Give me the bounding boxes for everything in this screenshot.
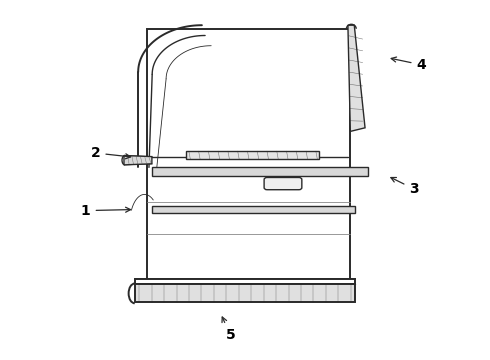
Text: 1: 1 — [81, 204, 130, 217]
Polygon shape — [147, 29, 350, 297]
Text: 4: 4 — [391, 57, 426, 72]
FancyBboxPatch shape — [264, 177, 302, 190]
Polygon shape — [348, 25, 365, 131]
Polygon shape — [124, 156, 152, 165]
Polygon shape — [152, 167, 368, 176]
Polygon shape — [186, 151, 318, 159]
Text: 5: 5 — [222, 317, 235, 342]
Text: 2: 2 — [91, 146, 131, 160]
Polygon shape — [135, 279, 355, 284]
Text: 3: 3 — [391, 177, 419, 196]
Polygon shape — [152, 206, 355, 213]
Polygon shape — [135, 284, 355, 302]
